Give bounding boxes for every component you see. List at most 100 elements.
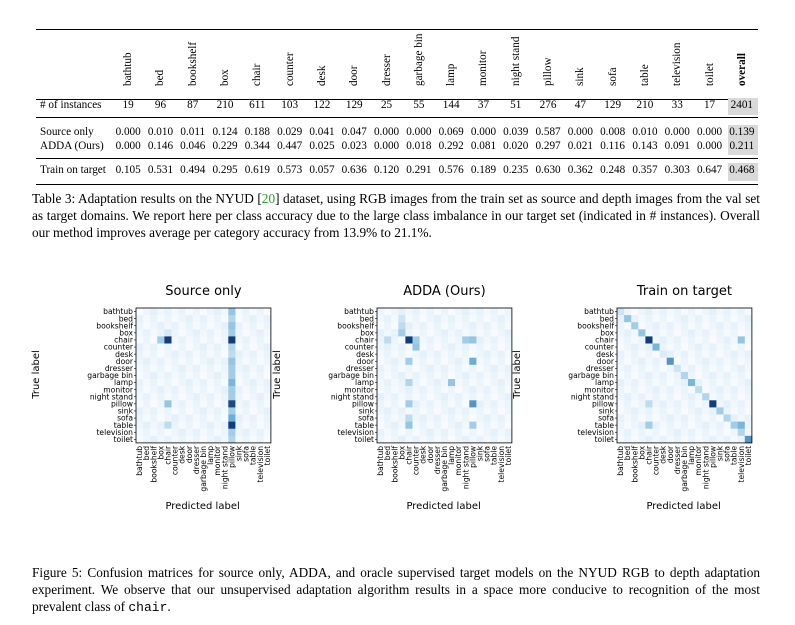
heatmap-cell: [462, 315, 470, 323]
y-tick-label: garbage bin: [328, 371, 374, 380]
x-tick-label: desk: [659, 445, 668, 463]
heatmap-cell: [645, 329, 653, 337]
heatmap-cell: [695, 421, 703, 429]
heatmap-cell: [136, 400, 144, 408]
heatmap-cell: [695, 336, 703, 344]
x-tick-label: lamp: [206, 446, 215, 465]
heatmap-cell: [426, 386, 435, 394]
heatmap-cell: [377, 371, 385, 380]
table-cell: 0.344: [244, 140, 270, 152]
heatmap-cell: [737, 393, 746, 401]
table-caption-ref[interactable]: 20: [261, 191, 276, 206]
heatmap-cell: [207, 343, 215, 351]
heatmap-cell: [150, 308, 158, 316]
heatmap-cell: [652, 322, 660, 330]
heatmap-cell: [730, 350, 738, 358]
heatmap-cell: [249, 428, 257, 437]
heatmap-cell: [214, 336, 222, 344]
heatmap-cell-highlight: [405, 357, 413, 366]
x-tick-label: table: [490, 446, 499, 466]
heatmap-cell: [504, 364, 513, 373]
heatmap-cell: [405, 329, 413, 337]
heatmap-cell: [666, 393, 675, 401]
heatmap-cell: [440, 386, 449, 394]
heatmap-cell: [440, 364, 449, 373]
x-axis-label: Predicted label: [165, 500, 240, 512]
heatmap-cell: [737, 364, 746, 373]
table-cell: 0.619: [244, 164, 270, 176]
heatmap-cell: [624, 428, 632, 437]
heatmap-cell: [263, 379, 272, 387]
heatmap-cell: [490, 343, 498, 351]
heatmap-cell: [377, 421, 385, 429]
heatmap-cell-highlight: [659, 350, 667, 358]
heatmap-cell: [673, 308, 682, 316]
heatmap-cell: [504, 357, 513, 366]
heatmap-cell: [645, 407, 653, 415]
heatmap-cell: [192, 393, 201, 401]
y-tick-label: bookshelf: [577, 321, 614, 330]
heatmap-cell: [490, 329, 498, 337]
heatmap-cell: [384, 343, 392, 351]
heatmap-cell: [143, 343, 151, 351]
heatmap-cell: [235, 315, 243, 323]
heatmap-cell: [497, 350, 506, 358]
heatmap-cell: [645, 357, 653, 366]
heatmap-cell: [214, 315, 222, 323]
heatmap-cell: [433, 343, 442, 351]
heatmap-cell: [709, 350, 717, 358]
y-tick-label: door: [357, 357, 375, 366]
heatmap-cell: [673, 336, 682, 344]
heatmap-cell: [490, 400, 498, 408]
heatmap-cell: [235, 393, 243, 401]
heatmap-cell: [242, 350, 250, 358]
heatmap-cell: [744, 393, 753, 401]
column-header-label: box: [219, 69, 232, 86]
heatmap-cell: [207, 322, 215, 330]
row-label: Train on target: [40, 164, 106, 176]
heatmap-cell: [666, 322, 675, 330]
heatmap-cell: [263, 357, 272, 366]
heatmap-cell: [249, 329, 257, 337]
heatmap-cell: [716, 435, 724, 444]
y-tick-label: night stand: [90, 392, 133, 401]
table-cell: 51: [510, 99, 522, 111]
table-cell: 0.211: [729, 140, 755, 152]
x-tick-label: counter: [652, 445, 661, 475]
heatmap-cell: [192, 407, 201, 415]
heatmap-cell: [433, 421, 442, 429]
table-cell: 0.091: [664, 140, 690, 152]
heatmap-cell-highlight: [228, 371, 236, 380]
y-tick-label: monitor: [103, 385, 134, 394]
column-header: dresser: [370, 30, 402, 98]
heatmap-cell: [702, 414, 710, 422]
heatmap-cell: [455, 336, 463, 344]
heatmap-cell: [448, 428, 456, 437]
heatmap-cell-highlight: [398, 322, 406, 330]
heatmap-cell: [652, 329, 660, 337]
heatmap-cell: [384, 379, 392, 387]
heatmap-cell: [652, 336, 660, 344]
heatmap-cell: [723, 329, 731, 337]
table-cell: 144: [442, 99, 460, 111]
heatmap-cell: [617, 315, 625, 323]
heatmap-cell: [263, 371, 272, 380]
heatmap-cell: [702, 350, 710, 358]
heatmap-cell: [143, 414, 151, 422]
heatmap-cell: [483, 308, 491, 316]
heatmap-cell: [476, 371, 484, 380]
heatmap-cell: [377, 315, 385, 323]
table-cell: 25: [380, 99, 393, 111]
y-tick-label: door: [597, 357, 615, 366]
heatmap-cell: [242, 336, 250, 344]
heatmap-cell: [490, 371, 498, 380]
heatmap-cell: [263, 400, 272, 408]
heatmap-cell-highlight: [469, 357, 477, 366]
heatmap-cell: [476, 421, 484, 429]
heatmap-cell: [242, 435, 250, 444]
heatmap-cell: [666, 428, 675, 437]
y-tick-label: sink: [118, 407, 134, 416]
heatmap-cell: [673, 350, 682, 358]
heatmap-cell-highlight: [164, 421, 172, 429]
heatmap-cell: [744, 407, 753, 415]
